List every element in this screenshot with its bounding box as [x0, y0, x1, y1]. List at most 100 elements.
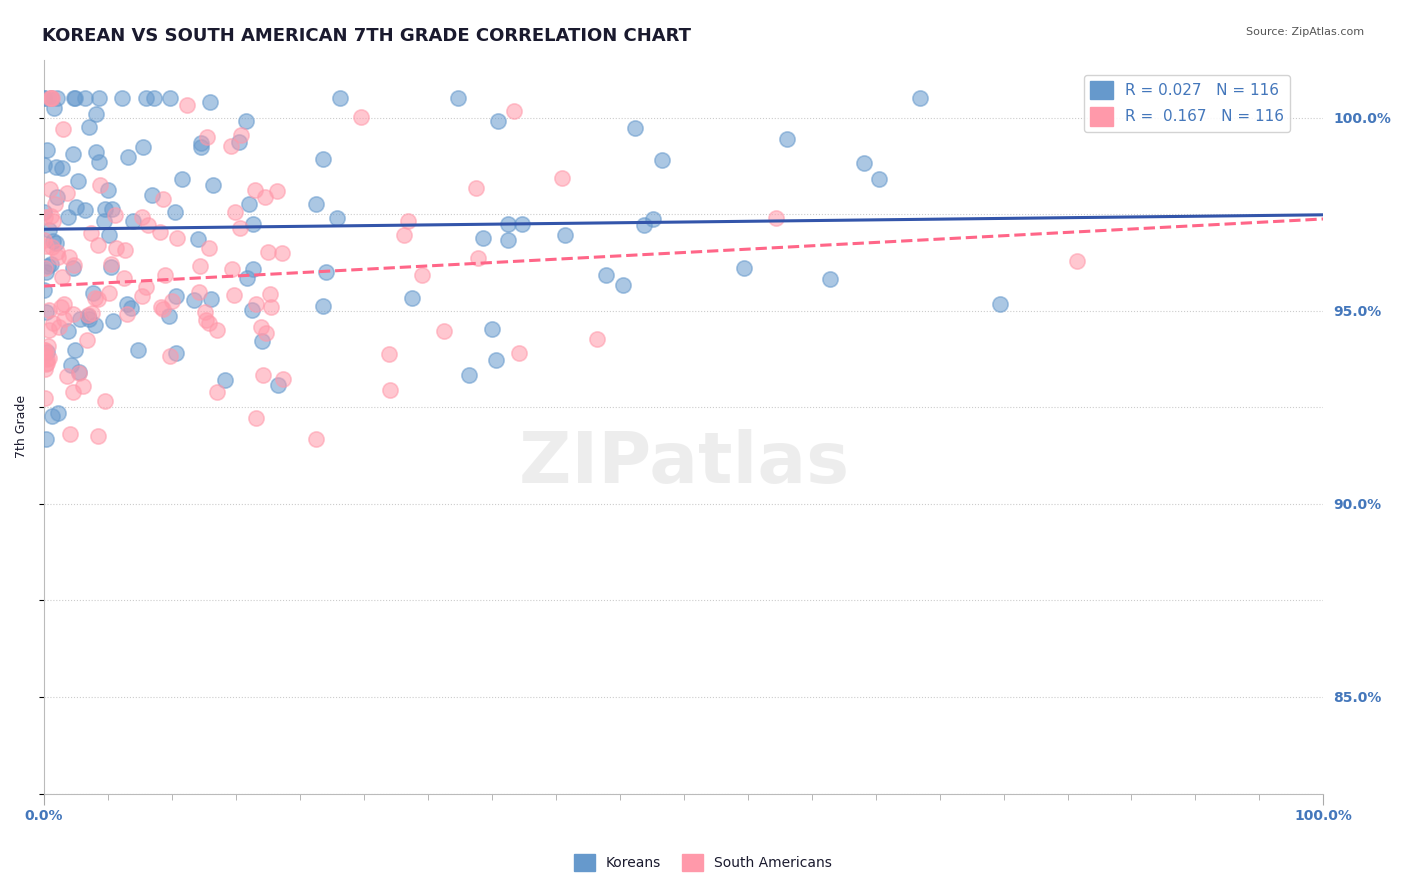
Point	[458, 368, 481, 382]
Point	[87, 428, 110, 442]
Point	[84, 318, 107, 332]
Point	[34, 343, 56, 358]
Point	[554, 227, 576, 242]
Point	[38, 182, 60, 196]
Point	[111, 91, 134, 105]
Y-axis label: 7th Grade: 7th Grade	[15, 395, 28, 458]
Point	[378, 347, 401, 361]
Point	[214, 373, 236, 387]
Point	[38, 351, 60, 365]
Point	[62, 147, 84, 161]
Point	[329, 91, 352, 105]
Point	[37, 259, 59, 273]
Point	[115, 296, 138, 310]
Point	[32, 205, 55, 219]
Point	[97, 183, 120, 197]
Point	[197, 241, 219, 255]
Point	[153, 268, 176, 283]
Point	[82, 285, 104, 300]
Point	[595, 268, 617, 283]
Point	[73, 91, 96, 105]
Point	[135, 280, 157, 294]
Point	[45, 236, 67, 251]
Point	[238, 196, 260, 211]
Point	[44, 102, 66, 116]
Point	[205, 323, 228, 337]
Point	[35, 265, 58, 279]
Point	[32, 343, 55, 357]
Point	[41, 91, 63, 105]
Point	[485, 353, 508, 368]
Point	[49, 300, 72, 314]
Point	[35, 305, 58, 319]
Point	[380, 384, 402, 398]
Point	[112, 270, 135, 285]
Point	[93, 214, 115, 228]
Point	[396, 213, 419, 227]
Point	[67, 174, 90, 188]
Point	[765, 211, 787, 226]
Point	[496, 233, 519, 247]
Point	[59, 358, 82, 372]
Point	[235, 114, 257, 128]
Point	[245, 297, 267, 311]
Point	[87, 154, 110, 169]
Point	[159, 349, 181, 363]
Point	[38, 223, 60, 237]
Point	[257, 245, 280, 260]
Point	[325, 211, 347, 225]
Point	[55, 368, 77, 383]
Point	[219, 138, 242, 153]
Text: KOREAN VS SOUTH AMERICAN 7TH GRADE CORRELATION CHART: KOREAN VS SOUTH AMERICAN 7TH GRADE CORRE…	[42, 27, 692, 45]
Point	[447, 91, 470, 105]
Point	[46, 250, 69, 264]
Point	[56, 324, 79, 338]
Point	[188, 285, 211, 299]
Point	[633, 218, 655, 232]
Point	[221, 261, 243, 276]
Point	[45, 91, 67, 105]
Point	[165, 205, 187, 219]
Point	[510, 217, 533, 231]
Point	[266, 378, 288, 392]
Point	[100, 202, 122, 216]
Point	[62, 384, 84, 399]
Point	[39, 91, 62, 105]
Point	[612, 278, 634, 293]
Point	[75, 202, 97, 217]
Point	[198, 316, 221, 330]
Point	[170, 171, 193, 186]
Point	[62, 260, 84, 275]
Point	[62, 307, 84, 321]
Point	[486, 114, 509, 128]
Point	[35, 352, 58, 367]
Point	[187, 232, 209, 246]
Point	[250, 320, 273, 334]
Point	[32, 233, 55, 247]
Point	[34, 210, 56, 224]
Point	[77, 308, 100, 322]
Point	[229, 221, 252, 235]
Point	[551, 170, 574, 185]
Point	[190, 136, 212, 150]
Point	[104, 208, 127, 222]
Point	[166, 231, 188, 245]
Point	[266, 184, 288, 198]
Point	[42, 316, 65, 330]
Point	[236, 271, 259, 285]
Point	[41, 257, 63, 271]
Point	[143, 91, 166, 105]
Point	[242, 261, 264, 276]
Point	[80, 227, 103, 241]
Point	[52, 122, 75, 136]
Point	[188, 259, 211, 273]
Point	[32, 283, 55, 297]
Point	[152, 193, 174, 207]
Point	[496, 218, 519, 232]
Point	[243, 183, 266, 197]
Point	[84, 292, 107, 306]
Legend: Koreans, South Americans: Koreans, South Americans	[568, 848, 838, 876]
Point	[152, 301, 174, 316]
Point	[39, 91, 62, 105]
Point	[77, 120, 100, 134]
